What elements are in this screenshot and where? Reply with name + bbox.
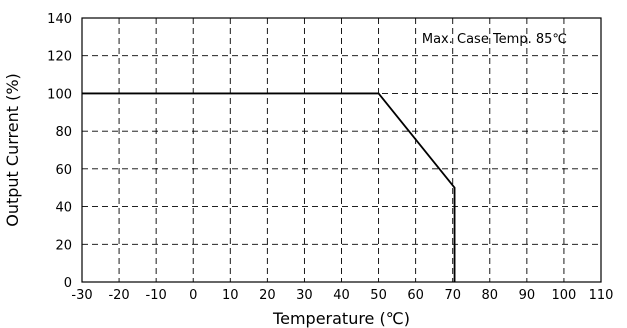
x-tick-label: 0 [189,288,197,303]
x-tick-label: 50 [370,288,387,303]
x-tick-label: 110 [589,288,614,303]
x-tick-label: 30 [296,288,313,303]
x-tick-label: 90 [519,288,536,303]
x-tick-label: -30 [71,288,92,303]
x-tick-label: 60 [407,288,424,303]
y-tick-label: 0 [64,276,72,291]
x-tick-labels: -30 -20 -10 0 10 20 30 40 50 60 70 80 90 100 110 [71,288,613,303]
x-tick-label: 10 [222,288,239,303]
x-tick-label: 80 [482,288,499,303]
y-axis-label: Output Current (%) [3,73,22,227]
grid-lines [82,18,601,282]
y-tick-label: 120 [47,50,72,65]
y-tick-label: 20 [55,238,72,253]
y-tick-label: 100 [47,87,72,102]
x-tick-label: -10 [146,288,167,303]
y-tick-label: 140 [47,12,72,27]
y-tick-label: 40 [55,201,72,216]
x-tick-label: 100 [552,288,577,303]
x-axis-label: Temperature (℃) [272,309,410,328]
annotation-max-case-temp: Max. Case Temp. 85℃ [422,32,567,47]
x-tick-label: 70 [444,288,461,303]
x-tick-label: -20 [108,288,129,303]
y-tick-labels: 0 20 40 60 80 100 120 140 [47,12,72,291]
y-tick-label: 80 [55,125,72,140]
series-line [82,93,455,282]
x-tick-label: 40 [333,288,350,303]
x-tick-label: 20 [259,288,276,303]
y-tick-label: 60 [55,163,72,178]
